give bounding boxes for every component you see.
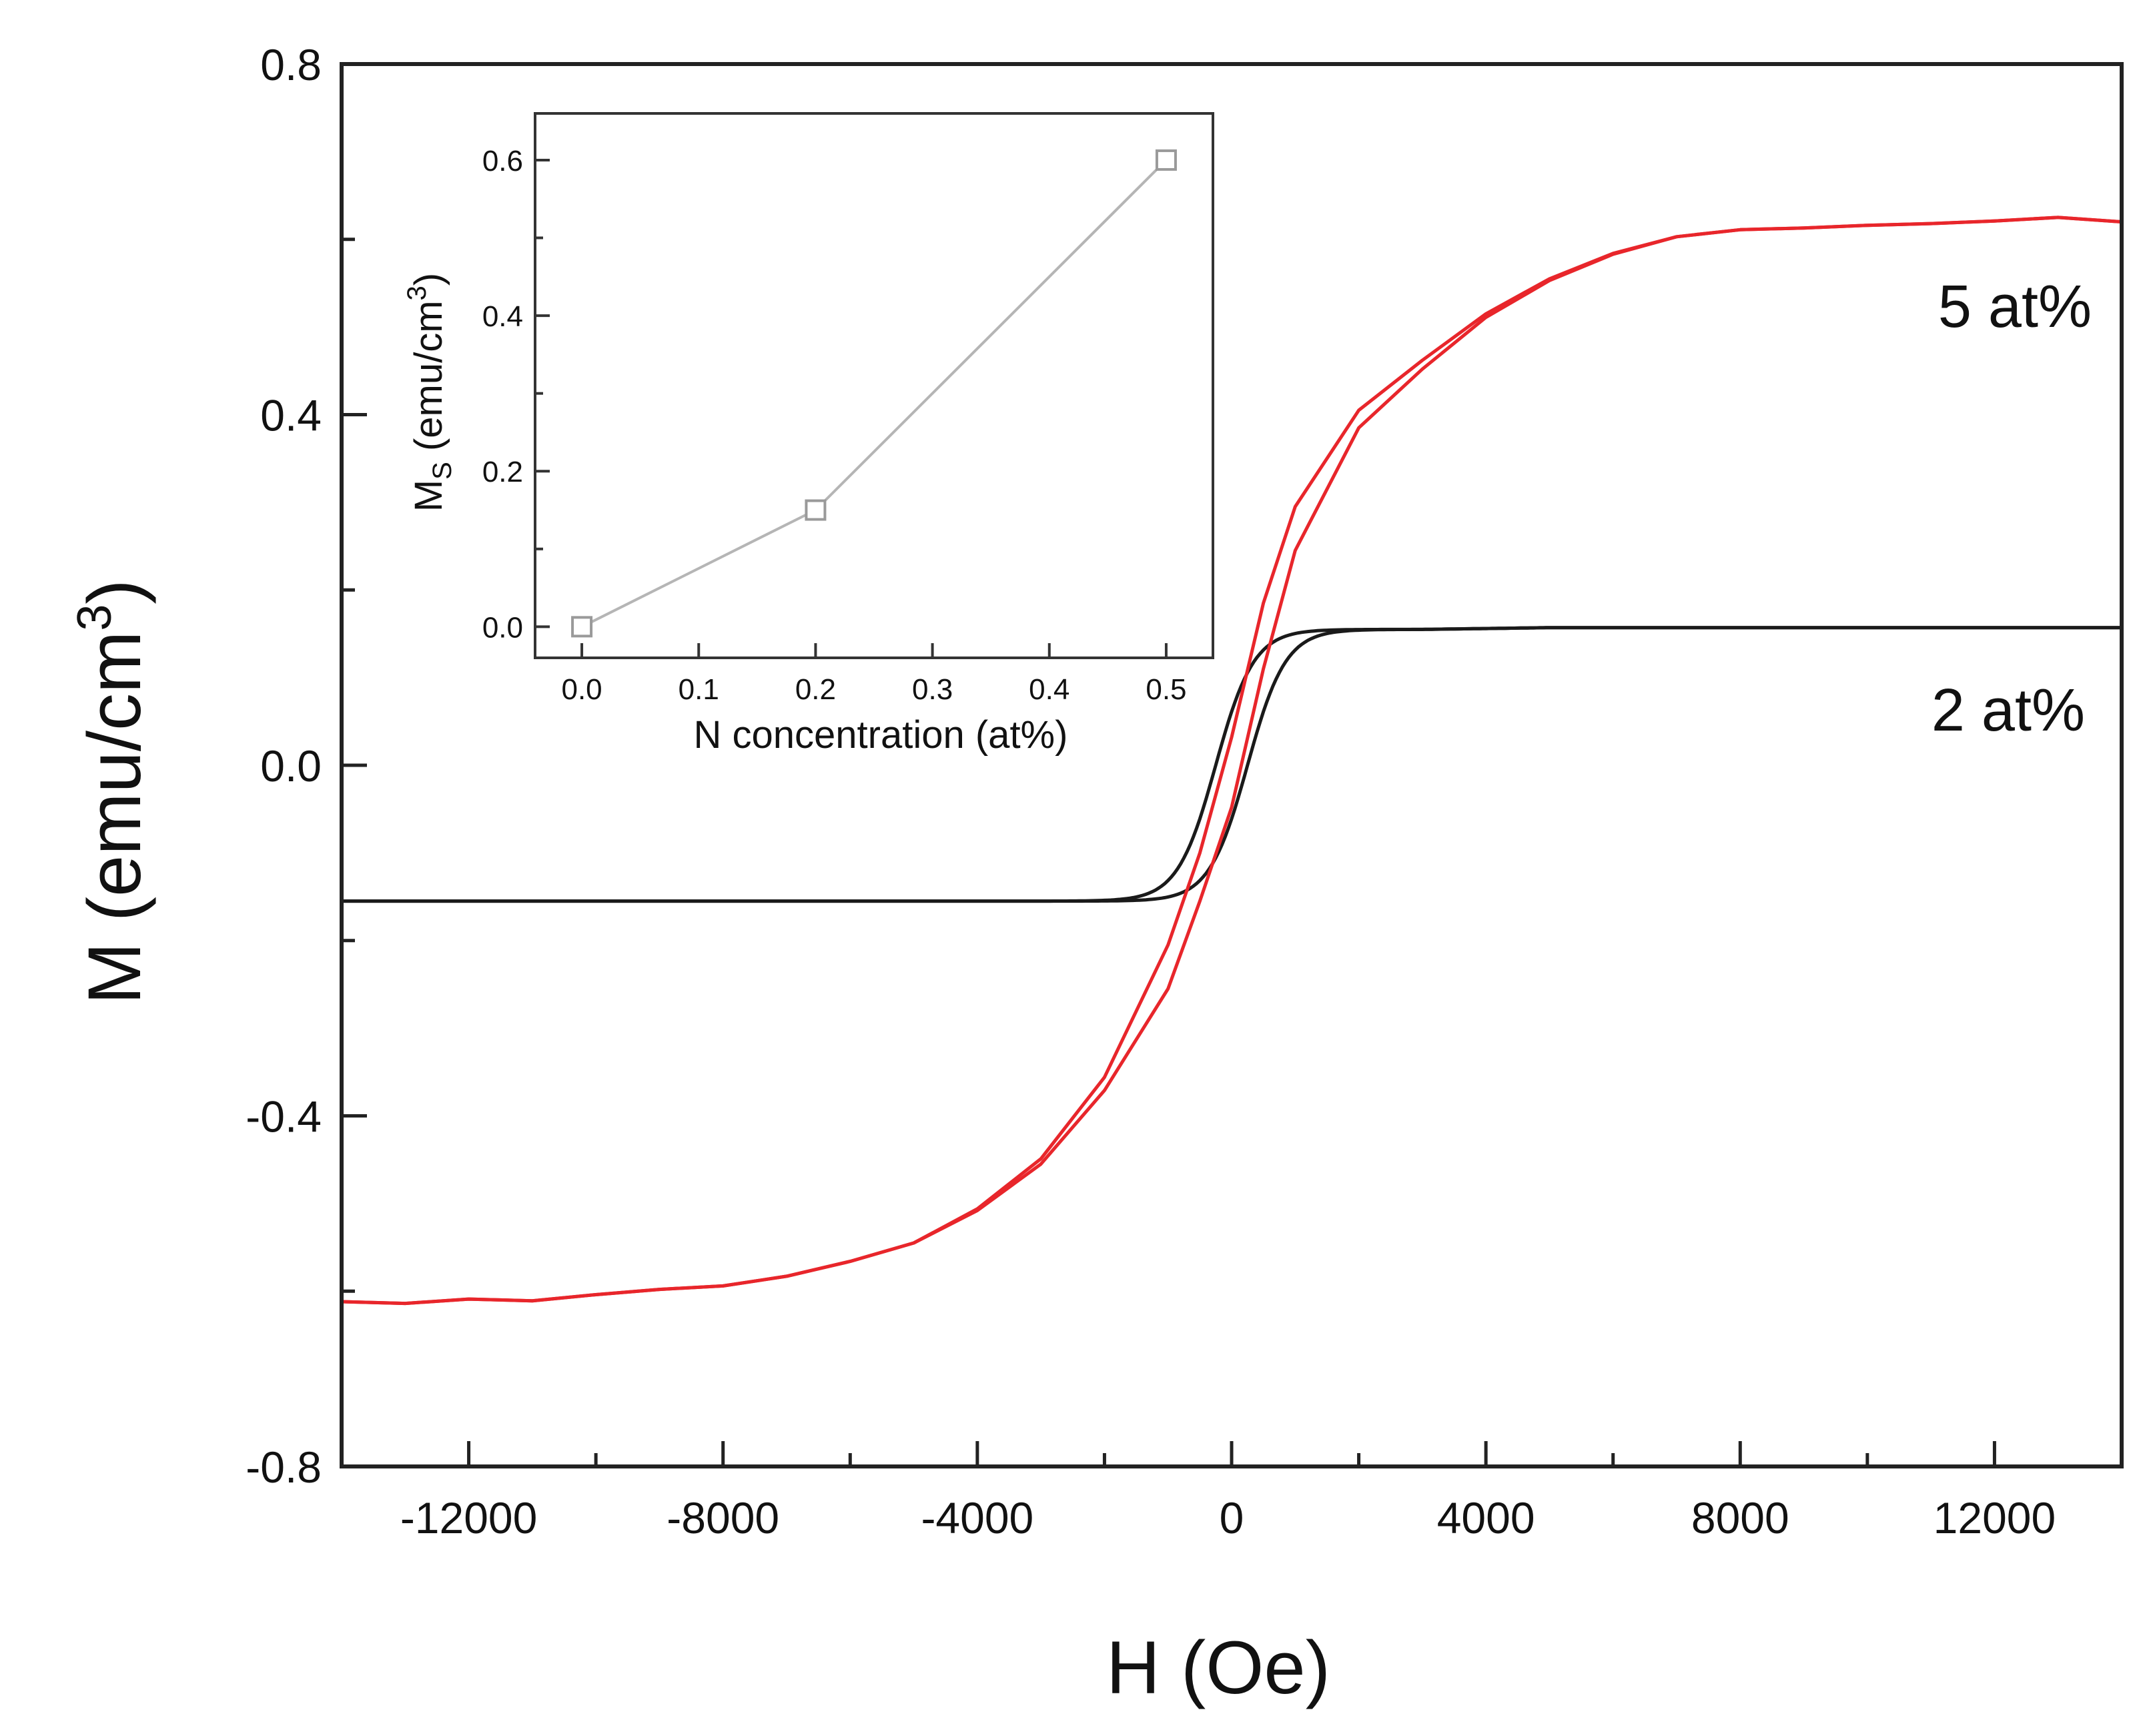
- main-y-tick-label: -0.4: [246, 1092, 322, 1142]
- inset-x-tick-label: 0.2: [795, 673, 836, 706]
- main-x-tick-label: 8000: [1691, 1493, 1789, 1543]
- inset-x-axis-title: N concentration (at%): [694, 713, 1068, 757]
- inset-axis-ticks: [535, 158, 1168, 658]
- main-y-tick-labels: -0.8 -0.4 0.0 0.4 0.8: [246, 40, 322, 1492]
- inset-plot-frame: [534, 112, 1214, 659]
- inset-y-tick-label: 0.0: [482, 611, 523, 644]
- series-label-2-at: 2 at%: [1931, 677, 2085, 744]
- main-x-axis-title: H (Oe): [1106, 1626, 1330, 1709]
- inset-chart: 0.0 0.1 0.2 0.3 0.4 0.5 0.0 0.2 0.4 0.6 N concen…: [402, 112, 1214, 757]
- main-x-tick-labels: -12000 -8000 -4000 0 4000 8000 12000: [400, 1493, 2056, 1543]
- inset-x-tick-labels: 0.0 0.1 0.2 0.3 0.4 0.5: [561, 673, 1186, 706]
- main-chart: -12000 -8000 -4000 0 4000 8000 12000 -0.8 -0.4 0…: [68, 40, 2124, 1709]
- inset-x-tick-label: 0.3: [912, 673, 953, 706]
- main-y-axis-title: M (emu/cm3): [68, 579, 156, 1004]
- main-x-tick-label: 4000: [1437, 1493, 1535, 1543]
- series-2-at-ascending-curve: [342, 626, 2122, 903]
- inset-series: [571, 149, 1177, 638]
- inset-ms-marker: [1155, 149, 1177, 171]
- inset-ms-marker: [805, 499, 827, 521]
- main-x-tick-label: 0: [1220, 1493, 1244, 1543]
- inset-x-tick-label: 0.5: [1146, 673, 1186, 706]
- inset-y-tick-labels: 0.0 0.2 0.4 0.6: [482, 145, 523, 644]
- series-5-at-ascending-curve: [341, 215, 2122, 1306]
- main-y-tick-label: 0.4: [260, 391, 322, 440]
- inset-y-tick-label: 0.4: [482, 300, 523, 333]
- main-y-tick-label: 0.8: [260, 40, 322, 89]
- main-curves: [341, 215, 2122, 1306]
- series-2-at-descending-curve: [342, 626, 2122, 903]
- inset-y-tick-label: 0.2: [482, 456, 523, 488]
- main-x-tick-label: -4000: [921, 1493, 1033, 1543]
- inset-x-tick-label: 0.4: [1029, 673, 1069, 706]
- main-y-tick-label: 0.0: [260, 741, 322, 791]
- inset-y-tick-label: 0.6: [482, 145, 523, 177]
- main-x-tick-label: 12000: [1933, 1493, 2056, 1543]
- main-x-tick-label: -8000: [667, 1493, 779, 1543]
- inset-y-axis-title: MS (emu/cm3): [402, 273, 457, 512]
- series-label-5-at: 5 at%: [1938, 274, 2092, 340]
- main-y-tick-label: -0.8: [246, 1442, 322, 1492]
- inset-x-tick-label: 0.1: [679, 673, 719, 706]
- main-axis-ticks: [340, 62, 2124, 1468]
- main-x-tick-label: -12000: [400, 1493, 538, 1543]
- inset-x-tick-label: 0.0: [561, 673, 602, 706]
- inset-ms-marker: [571, 616, 593, 638]
